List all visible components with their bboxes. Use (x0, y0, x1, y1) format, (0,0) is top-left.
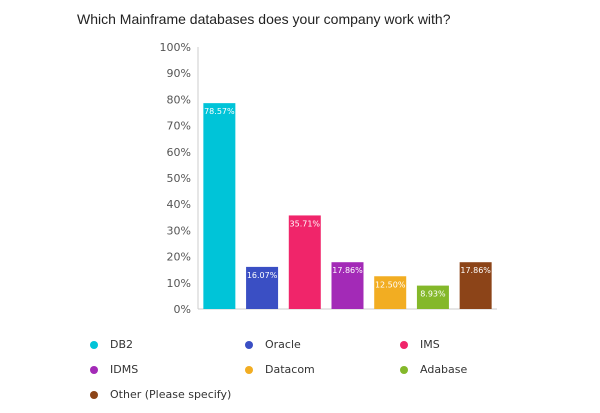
legend-label: IDMS (110, 363, 139, 376)
legend-swatch (245, 365, 253, 374)
bar-value-label: 8.93% (420, 290, 446, 299)
legend-swatch (400, 365, 408, 374)
legend-item[interactable]: DB2 (90, 338, 133, 351)
chart-title: Which Mainframe databases does your comp… (77, 11, 451, 27)
legend-label: DB2 (110, 338, 134, 351)
legend-label: Oracle (265, 338, 301, 351)
y-tick-label: 60% (167, 146, 191, 159)
y-tick-label: 100% (160, 41, 191, 54)
y-tick-label: 50% (167, 172, 191, 185)
bar-value-label: 35.71% (290, 219, 321, 228)
legend-label: Adabase (420, 363, 468, 376)
legend-item[interactable]: Other (Please specify) (90, 388, 231, 401)
bar-value-label: 78.57% (204, 107, 235, 116)
bar-adabase[interactable] (416, 285, 449, 309)
bar-value-label: 17.86% (332, 266, 363, 275)
legend-swatch (400, 340, 408, 349)
bar-datacom[interactable] (374, 276, 407, 309)
legend-item[interactable]: IMS (400, 338, 440, 351)
legend-label: IMS (420, 338, 440, 351)
legend-label: Datacom (265, 363, 315, 376)
y-tick-label: 0% (174, 303, 191, 316)
bar-other-please-specify[interactable] (459, 262, 492, 309)
y-tick-label: 40% (167, 198, 191, 211)
y-tick-label: 10% (167, 277, 191, 290)
legend-item[interactable]: IDMS (90, 363, 138, 376)
y-tick-label: 90% (167, 67, 191, 80)
bar-db2[interactable] (203, 103, 236, 309)
bar-oracle[interactable] (246, 266, 279, 309)
legend-swatch (245, 340, 253, 349)
legend-swatch (90, 365, 98, 374)
bar-value-label: 17.86% (460, 266, 491, 275)
bar-ims[interactable] (288, 215, 321, 309)
legend-swatch (90, 390, 98, 399)
y-tick-label: 70% (167, 120, 191, 133)
y-tick-label: 20% (167, 251, 191, 264)
bar-value-label: 16.07% (247, 271, 278, 280)
legend-item[interactable]: Adabase (400, 363, 467, 376)
y-tick-label: 80% (167, 93, 191, 106)
legend-swatch (90, 340, 98, 349)
legend-label: Other (Please specify) (110, 388, 232, 401)
legend-item[interactable]: Oracle (245, 338, 301, 351)
bar-value-label: 12.50% (375, 280, 406, 289)
legend-item[interactable]: Datacom (245, 363, 315, 376)
bar-idms[interactable] (331, 262, 364, 309)
y-tick-label: 30% (167, 224, 191, 237)
